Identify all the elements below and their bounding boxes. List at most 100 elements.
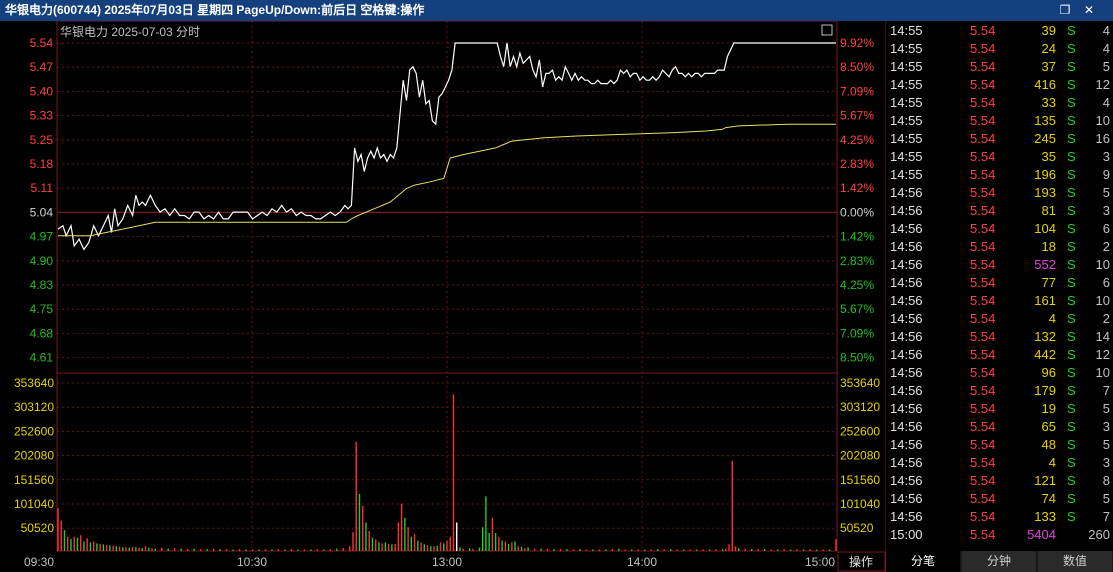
trade-side: S [1067, 509, 1076, 524]
restore-window-icon[interactable]: ❐ [1059, 3, 1071, 17]
pct-axis-label: 2.83% [840, 157, 874, 171]
trade-side: S [1067, 185, 1076, 200]
trade-time: 14:55 [890, 113, 923, 128]
trade-volume: 4 [1048, 311, 1056, 326]
panel-toggle-icon [821, 24, 833, 36]
volume-axis-label: 50520 [21, 521, 55, 535]
trade-volume: 37 [1041, 59, 1056, 74]
trade-side: S [1067, 203, 1076, 218]
trade-price: 5.54 [970, 329, 996, 344]
trade-row: 14:56 5.54 74 S 5 [886, 490, 1113, 508]
trade-row: 14:55 5.54 416 S 12 [886, 76, 1113, 94]
trade-row: 14:55 5.54 37 S 5 [886, 58, 1113, 76]
trade-side: S [1067, 77, 1076, 92]
price-axis-label: 4.61 [30, 351, 54, 365]
trade-row: 14:55 5.54 196 S 9 [886, 166, 1113, 184]
tab-1[interactable]: 分钟 [962, 551, 1036, 572]
trade-volume: 132 [1034, 329, 1056, 344]
volume-axis-label-right: 202080 [840, 449, 880, 463]
trade-count: 14 [1095, 329, 1110, 344]
volume-axis-label-right: 303120 [840, 400, 880, 414]
trade-time: 14:56 [890, 239, 923, 254]
trade-time: 14:55 [890, 41, 923, 56]
avg-price-line [58, 123, 836, 237]
trade-row: 14:56 5.54 4 S 3 [886, 454, 1113, 472]
pct-axis-label: 7.09% [840, 84, 874, 98]
trade-row: 14:56 5.54 161 S 10 [886, 292, 1113, 310]
trade-time: 14:55 [890, 59, 923, 74]
trade-time: 14:56 [890, 419, 923, 434]
trade-count: 7 [1102, 383, 1110, 398]
trade-side: S [1067, 419, 1076, 434]
close-window-icon[interactable]: ✕ [1083, 3, 1095, 17]
pct-axis-label: 8.50% [840, 60, 874, 74]
trade-side: S [1067, 257, 1076, 272]
trade-side: S [1067, 311, 1076, 326]
volume-bars [57, 394, 837, 551]
operate-button: 操作 [849, 554, 873, 569]
pct-axis-label: 0.00% [840, 205, 874, 219]
trade-volume: 35 [1041, 149, 1056, 164]
trade-time: 14:56 [890, 401, 923, 416]
operate-button-bg [837, 551, 886, 572]
trade-count: 7 [1102, 509, 1110, 524]
trade-side: S [1067, 473, 1076, 488]
trade-time: 14:56 [890, 311, 923, 326]
price-axis-label: 5.54 [30, 36, 54, 50]
trade-side: S [1067, 113, 1076, 128]
pct-axis-label: 1.42% [840, 181, 874, 195]
trade-side: S [1067, 167, 1076, 182]
trade-time: 14:56 [890, 383, 923, 398]
trade-count: 12 [1095, 347, 1110, 362]
trade-volume: 18 [1041, 239, 1056, 254]
price-lines [57, 42, 836, 251]
trade-volume: 135 [1034, 113, 1056, 128]
trade-price: 5.54 [970, 401, 996, 416]
trade-row: 14:55 5.54 245 S 16 [886, 130, 1113, 148]
axis-labels: 5.54 9.92% 5.47 8.50% 5.40 7.09% 5.33 5.67% 5.25… [14, 24, 886, 572]
trade-time: 14:55 [890, 167, 923, 182]
price-axis-label: 5.47 [30, 60, 54, 74]
tab-2[interactable]: 数值 [1038, 551, 1112, 572]
price-axis-label: 5.33 [30, 109, 54, 123]
trade-volume: 442 [1034, 347, 1056, 362]
trade-side: S [1067, 437, 1076, 452]
trade-price: 5.54 [970, 77, 996, 92]
intraday-chart[interactable]: 5.54 9.92% 5.47 8.50% 5.40 7.09% 5.33 5.67% 5.25… [0, 21, 886, 572]
trade-volume: 245 [1034, 131, 1056, 146]
trade-volume: 133 [1034, 509, 1056, 524]
trade-time: 14:56 [890, 455, 923, 470]
volume-axis-label-right: 353640 [840, 376, 880, 390]
time-axis-label: 10:30 [237, 555, 267, 569]
trade-time: 14:56 [890, 473, 923, 488]
trade-time: 14:56 [890, 185, 923, 200]
trade-count: 5 [1102, 59, 1110, 74]
price-axis-label: 4.97 [30, 230, 54, 244]
trade-price: 5.54 [970, 509, 996, 524]
trade-row: 14:56 5.54 65 S 3 [886, 418, 1113, 436]
chart-grid [56, 21, 886, 572]
pct-axis-label: 8.50% [840, 351, 874, 365]
trade-side: S [1067, 275, 1076, 290]
trade-row: 14:56 5.54 179 S 7 [886, 382, 1113, 400]
volume-axis-label: 151560 [14, 473, 54, 487]
trade-volume: 552 [1034, 257, 1056, 272]
trade-price: 5.54 [970, 59, 996, 74]
trade-count: 10 [1095, 365, 1110, 380]
price-axis-label: 5.25 [30, 133, 54, 147]
trade-side: S [1067, 131, 1076, 146]
volume-axis-label-right: 101040 [840, 497, 880, 511]
tab-0[interactable]: 分笔 [886, 551, 960, 572]
trade-side: S [1067, 401, 1076, 416]
trade-price: 5.54 [970, 419, 996, 434]
time-axis-label: 14:00 [627, 555, 657, 569]
trade-time: 14:56 [890, 203, 923, 218]
trade-count: 2 [1102, 311, 1110, 326]
trade-side: S [1067, 491, 1076, 506]
trade-side: S [1067, 149, 1076, 164]
trade-price: 5.54 [970, 491, 996, 506]
trade-price: 5.54 [970, 275, 996, 290]
trade-time: 14:55 [890, 131, 923, 146]
trade-row: 14:56 5.54 81 S 3 [886, 202, 1113, 220]
trade-side: S [1067, 329, 1076, 344]
